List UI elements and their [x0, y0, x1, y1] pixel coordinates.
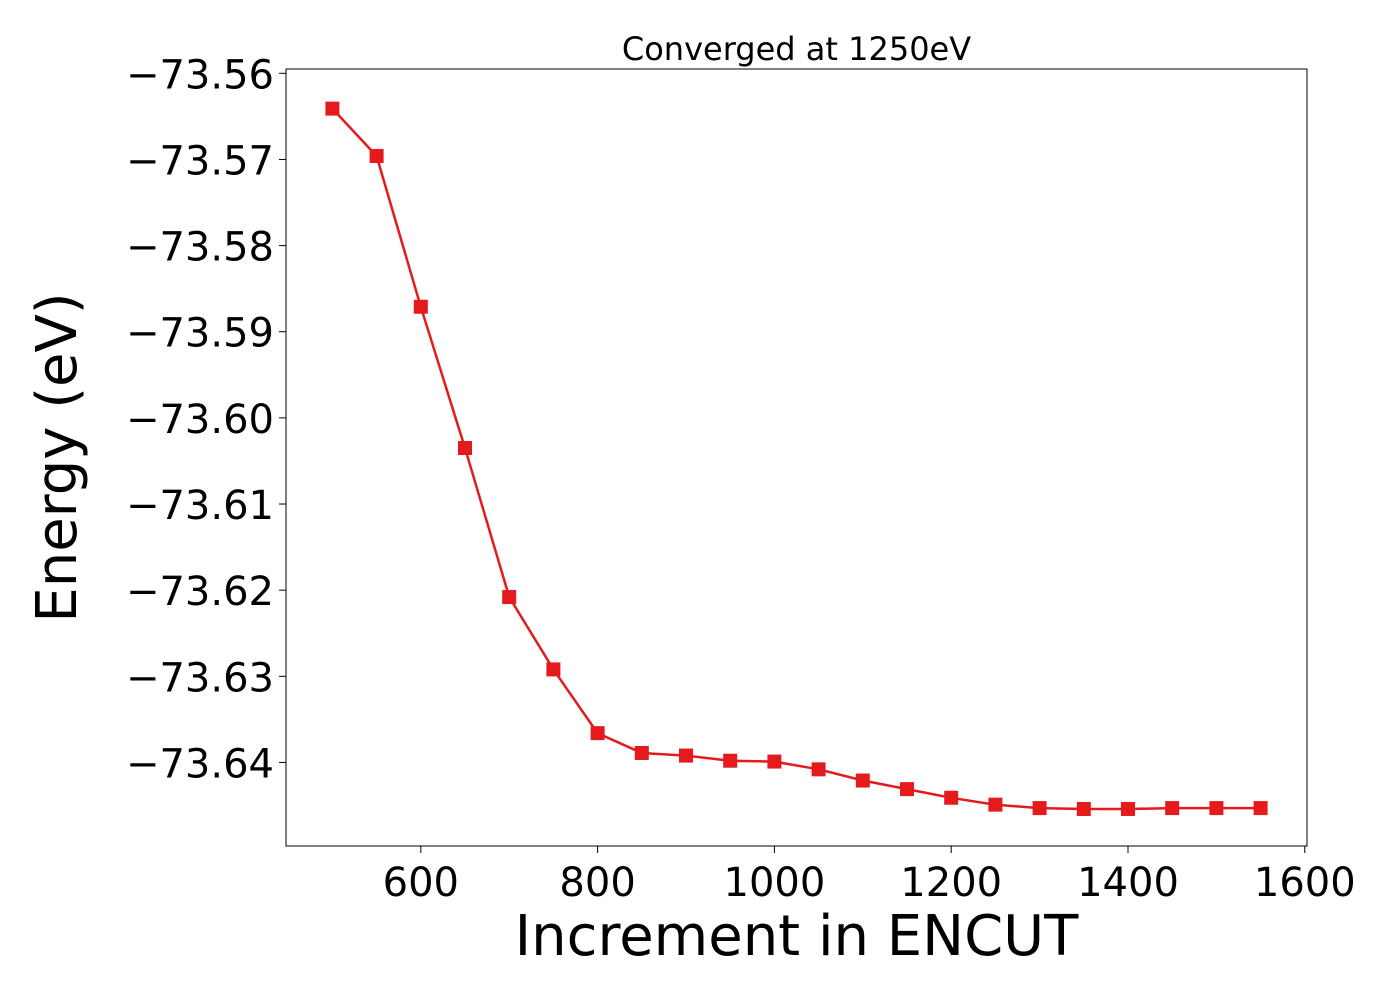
y-tick-label: −73.60	[126, 397, 274, 443]
x-axis: 600 800 1000 1200 1400 1600	[383, 846, 1356, 906]
data-point	[546, 662, 561, 677]
x-axis-title: Increment in ENCUT	[515, 904, 1080, 969]
data-point	[325, 101, 340, 116]
y-axis: −73.56 −73.57 −73.58 −73.59 −73.60 −73.61 −73.…	[126, 52, 286, 787]
data-point	[855, 773, 870, 788]
y-tick-label: −73.59	[126, 311, 274, 357]
chart-title: Converged at 1250eV	[622, 30, 971, 68]
data-point	[1076, 801, 1091, 816]
y-tick-label: −73.62	[126, 569, 274, 615]
data-point	[458, 441, 473, 456]
x-tick-label: 1400	[1077, 860, 1179, 906]
plot-frame	[285, 68, 1308, 847]
x-tick-label: 1200	[900, 860, 1002, 906]
data-point	[413, 299, 428, 314]
data-point	[1120, 801, 1135, 816]
y-tick-label: −73.58	[126, 225, 274, 271]
y-axis-title: Energy (eV)	[25, 292, 90, 622]
data-point	[944, 790, 959, 805]
data-point	[1209, 801, 1224, 816]
y-tick-label: −73.61	[126, 483, 274, 529]
y-tick-label: −73.64	[126, 741, 274, 787]
data-point	[634, 745, 649, 760]
data-point	[369, 149, 384, 164]
y-tick-label: −73.56	[126, 52, 274, 98]
data-point	[811, 762, 826, 777]
data-point	[1032, 801, 1047, 816]
data-point	[1253, 801, 1268, 816]
x-tick-label: 600	[383, 860, 459, 906]
data-point	[1165, 801, 1180, 816]
x-tick-label: 1000	[724, 860, 826, 906]
data-point	[502, 590, 517, 605]
data-point	[899, 782, 914, 797]
series-layer	[325, 101, 1268, 816]
y-tick-label: −73.57	[126, 138, 274, 184]
data-point	[767, 754, 782, 769]
data-point	[679, 748, 694, 763]
data-point	[723, 753, 738, 768]
data-point	[590, 726, 605, 741]
x-tick-label: 1600	[1254, 860, 1356, 906]
series-line	[331, 107, 1261, 811]
y-tick-label: −73.63	[126, 655, 274, 701]
data-point	[988, 797, 1003, 812]
x-tick-label: 800	[559, 860, 635, 906]
